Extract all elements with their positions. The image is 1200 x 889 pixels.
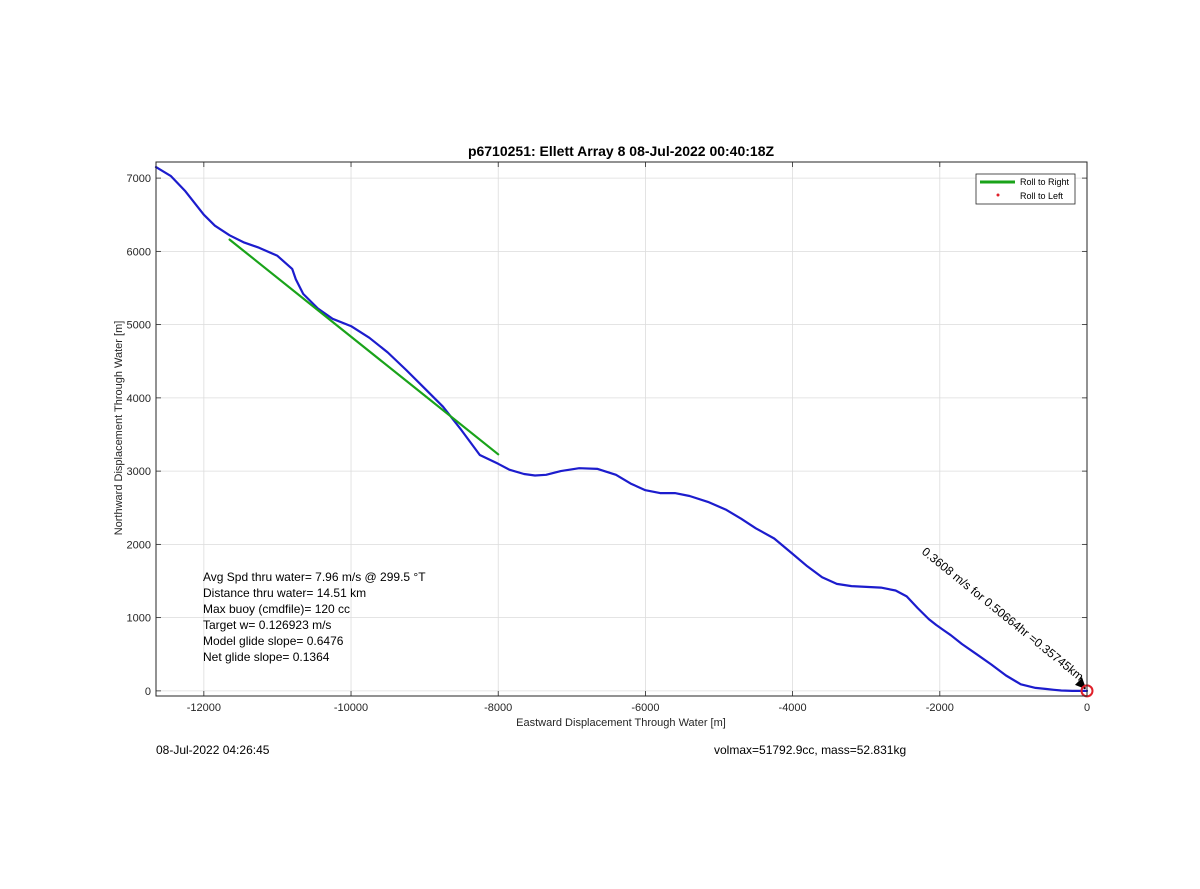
footer-volmax-mass: volmax=51792.9cc, mass=52.831kg xyxy=(714,743,906,757)
footer-timestamp: 08-Jul-2022 04:26:45 xyxy=(156,743,270,757)
x-tick-label: -2000 xyxy=(926,702,954,714)
annotation-target-w: Target w= 0.126923 m/s xyxy=(203,618,331,632)
stats-annotation: Avg Spd thru water= 7.96 m/s @ 299.5 °T … xyxy=(203,570,426,664)
annotation-max-buoy: Max buoy (cmdfile)= 120 cc xyxy=(203,602,350,616)
legend-swatch-roll-left xyxy=(996,193,1000,197)
y-tick-label: 6000 xyxy=(127,246,151,258)
x-tick-label: -8000 xyxy=(484,702,512,714)
track-line xyxy=(154,166,1089,693)
y-tick-label: 2000 xyxy=(127,539,151,551)
y-tick-label: 3000 xyxy=(127,466,151,478)
y-tick-label: 5000 xyxy=(127,320,151,332)
legend: Roll to Right Roll to Left xyxy=(975,173,1076,205)
plot-area: -12000 -10000 -8000 -6000 -4000 -2000 0 0 1000 2… xyxy=(127,161,1094,714)
annotation-net-glide: Net glide slope= 0.1364 xyxy=(203,650,330,664)
gridlines xyxy=(156,162,1088,696)
x-tick-label: 0 xyxy=(1084,702,1090,714)
annotation-model-glide: Model glide slope= 0.6476 xyxy=(203,634,344,648)
legend-label-roll-right: Roll to Right xyxy=(1020,177,1070,187)
x-tick-label: -4000 xyxy=(779,702,807,714)
y-axis-label: Northward Displacement Through Water [m] xyxy=(113,321,125,536)
y-tick-label: 0 xyxy=(145,686,151,698)
annotation-avg-speed: Avg Spd thru water= 7.96 m/s @ 299.5 °T xyxy=(203,570,426,584)
roll-right-line xyxy=(228,238,500,456)
axes-frame xyxy=(155,161,1088,697)
legend-label-roll-left: Roll to Left xyxy=(1020,191,1064,201)
x-tick-label: -12000 xyxy=(187,702,221,714)
chart-title: p6710251: Ellett Array 8 08-Jul-2022 00:… xyxy=(468,143,775,159)
y-tick-label: 7000 xyxy=(127,173,151,185)
series-group xyxy=(154,166,1089,693)
legend-box xyxy=(975,173,1076,205)
x-ticks: -12000 -10000 -8000 -6000 -4000 -2000 0 xyxy=(187,162,1090,714)
y-tick-label: 1000 xyxy=(127,613,151,625)
y-ticks: 0 1000 2000 3000 4000 5000 6000 7000 xyxy=(127,173,1087,698)
x-tick-label: -6000 xyxy=(631,702,659,714)
x-axis-label: Eastward Displacement Through Water [m] xyxy=(516,717,726,729)
annotation-distance: Distance thru water= 14.51 km xyxy=(203,586,366,600)
x-tick-label: -10000 xyxy=(334,702,368,714)
y-tick-label: 4000 xyxy=(127,393,151,405)
